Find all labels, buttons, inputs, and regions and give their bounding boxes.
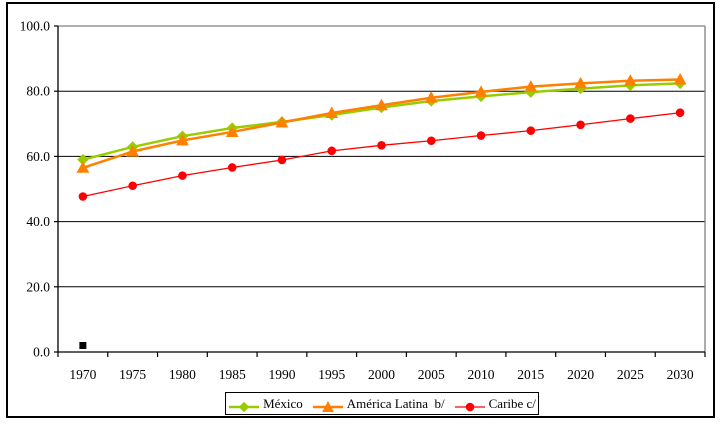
x-axis-label: 1980 <box>169 367 196 382</box>
data-point <box>178 171 187 180</box>
data-point <box>275 115 289 128</box>
data-point <box>626 114 635 123</box>
data-point <box>673 72 687 85</box>
data-point <box>78 192 88 201</box>
x-axis-label: 2010 <box>468 367 495 382</box>
y-axis-label: 0.0 <box>33 345 50 360</box>
data-point <box>524 80 538 92</box>
data-point <box>225 125 239 137</box>
data-point <box>624 74 637 86</box>
x-axis-label: 2025 <box>617 367 644 382</box>
data-point <box>474 85 488 97</box>
legend-item-america-latina: América Latina b/ <box>312 393 445 414</box>
data-point <box>176 133 189 146</box>
x-axis-label: 1985 <box>219 367 246 382</box>
data-point <box>424 91 438 103</box>
x-axis-label: 1970 <box>69 367 96 382</box>
data-point <box>126 144 139 157</box>
y-axis-label: 60.0 <box>26 149 50 164</box>
data-point <box>327 146 337 156</box>
legend-label-america-latina: América Latina b/ <box>346 396 445 411</box>
x-axis-label: 2030 <box>667 367 694 382</box>
legend-label-caribe: Caribe c/ <box>488 396 536 411</box>
x-axis-label: 2020 <box>567 367 594 382</box>
data-point <box>227 163 237 172</box>
legend-item-caribe: Caribe c/ <box>454 393 536 414</box>
outlier-point <box>79 341 87 349</box>
data-point <box>325 106 339 119</box>
x-axis-label: 1990 <box>268 367 295 382</box>
y-axis-label: 20.0 <box>26 279 50 294</box>
data-point <box>574 76 587 89</box>
data-point <box>526 126 536 135</box>
data-point <box>277 155 287 165</box>
data-point <box>128 181 137 191</box>
x-axis-label: 2000 <box>368 367 395 382</box>
x-axis-label: 2005 <box>418 367 445 382</box>
data-point <box>675 108 685 118</box>
y-axis-label: 100.0 <box>20 19 51 34</box>
figure-border <box>6 2 715 418</box>
series-line-2 <box>82 112 681 198</box>
data-point <box>375 98 388 111</box>
data-point <box>576 120 585 130</box>
legend-label-mexico: México <box>263 396 303 411</box>
data-point <box>76 161 90 173</box>
mexico-diamond-marker-icon <box>228 398 260 412</box>
x-axis-label: 2015 <box>517 367 544 382</box>
america-latina-triangle-marker-icon <box>312 398 344 412</box>
y-axis-label: 40.0 <box>26 214 50 229</box>
y-axis-label: 80.0 <box>26 84 50 99</box>
data-point <box>426 136 436 146</box>
legend-item-mexico: México <box>228 393 303 414</box>
x-axis-label: 1995 <box>318 367 345 382</box>
chart-legend: México América Latina b/ Caribe c/ <box>225 392 539 415</box>
data-point <box>377 141 386 150</box>
caribe-circle-marker-icon <box>454 398 486 411</box>
data-point <box>476 131 486 140</box>
x-axis-label: 1975 <box>119 367 146 382</box>
